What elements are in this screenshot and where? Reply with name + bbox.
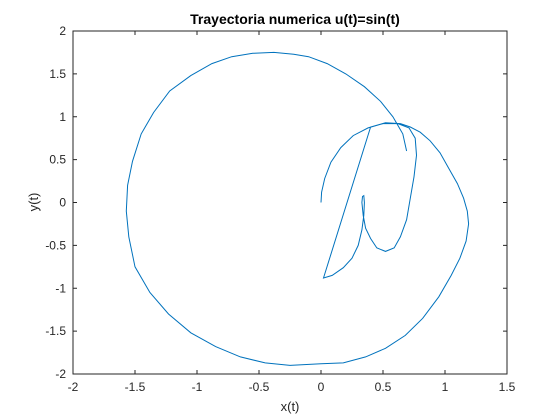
chart-title: Trayectoria numerica u(t)=sin(t) xyxy=(190,11,400,27)
y-tick-label: -1.5 xyxy=(45,324,66,338)
x-tick-label: 1.5 xyxy=(499,380,516,394)
y-tick-label: -0.5 xyxy=(45,238,66,252)
y-axis-label: y(t) xyxy=(26,193,41,212)
y-tick-label: 0.5 xyxy=(49,153,66,167)
y-tick-label: 1 xyxy=(59,110,66,124)
x-tick-label: 0 xyxy=(318,380,325,394)
x-tick-label: -1 xyxy=(192,380,203,394)
x-tick-label: -2 xyxy=(68,380,79,394)
x-tick-label: 1 xyxy=(442,380,449,394)
y-tick-label: 2 xyxy=(59,24,66,38)
x-tick-label: -1.5 xyxy=(125,380,146,394)
y-tick-label: -2 xyxy=(55,367,66,381)
x-tick-label: -0.5 xyxy=(249,380,270,394)
x-axis-label: x(t) xyxy=(281,399,300,414)
x-tick-label: 0.5 xyxy=(375,380,392,394)
plot-area xyxy=(73,31,507,374)
y-tick-label: 1.5 xyxy=(49,67,66,81)
y-tick-label: 0 xyxy=(59,196,66,210)
y-tick-label: -1 xyxy=(55,281,66,295)
